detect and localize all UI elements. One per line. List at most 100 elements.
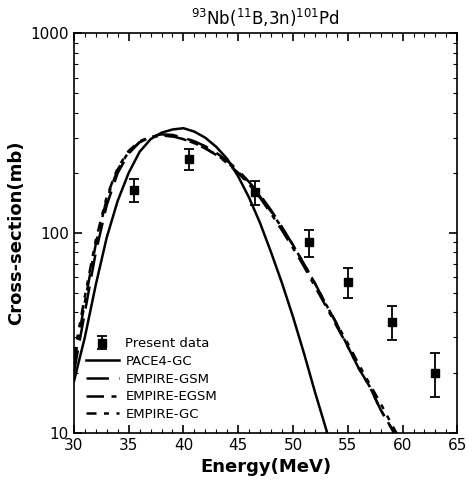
EMPIRE-EGSM <box>356 366 362 371</box>
EMPIRE-GSM <box>71 369 77 375</box>
PACE4-GC <box>301 350 307 356</box>
EMPIRE-GSM <box>93 249 99 255</box>
EMPIRE-EGSM <box>170 133 175 139</box>
EMPIRE-GC <box>213 152 219 157</box>
EMPIRE-GSM <box>268 207 274 213</box>
EMPIRE-GC <box>279 225 285 231</box>
EMPIRE-GSM <box>356 366 362 371</box>
EMPIRE-EGSM <box>137 139 143 145</box>
EMPIRE-GC <box>202 145 208 151</box>
EMPIRE-GSM <box>257 192 263 198</box>
EMPIRE-GSM <box>301 261 307 267</box>
EMPIRE-GC <box>290 242 296 248</box>
PACE4-GC <box>126 170 131 176</box>
PACE4-GC <box>93 282 99 288</box>
EMPIRE-EGSM <box>290 245 296 251</box>
EMPIRE-GSM <box>389 426 394 431</box>
PACE4-GC <box>334 463 340 469</box>
EMPIRE-EGSM <box>93 241 99 247</box>
EMPIRE-GC <box>246 181 252 186</box>
EMPIRE-GC <box>71 354 77 360</box>
EMPIRE-EGSM <box>400 446 405 452</box>
EMPIRE-GSM <box>367 384 373 389</box>
Legend: Present data, PACE4-GC, EMPIRE-GSM, EMPIRE-EGSM, EMPIRE-GC: Present data, PACE4-GC, EMPIRE-GSM, EMPI… <box>81 332 222 426</box>
EMPIRE-GSM <box>246 179 252 185</box>
PACE4-GC <box>312 389 318 395</box>
EMPIRE-GC <box>268 209 274 214</box>
EMPIRE-GSM <box>104 202 109 208</box>
EMPIRE-EGSM <box>115 167 120 172</box>
EMPIRE-GC <box>345 341 351 346</box>
EMPIRE-GC <box>334 321 340 327</box>
PACE4-GC <box>104 235 109 241</box>
EMPIRE-EGSM <box>323 303 329 309</box>
EMPIRE-GSM <box>378 407 383 413</box>
EMPIRE-EGSM <box>301 264 307 270</box>
X-axis label: Energy(MeV): Energy(MeV) <box>200 458 331 476</box>
EMPIRE-GC <box>422 480 428 483</box>
PACE4-GC <box>279 280 285 286</box>
EMPIRE-GC <box>93 237 99 243</box>
PACE4-GC <box>137 149 143 155</box>
EMPIRE-GSM <box>191 139 197 144</box>
EMPIRE-GC <box>356 361 362 367</box>
EMPIRE-GC <box>137 139 143 144</box>
EMPIRE-GSM <box>115 170 120 176</box>
EMPIRE-GSM <box>82 310 88 315</box>
EMPIRE-EGSM <box>213 152 219 158</box>
Line: EMPIRE-GSM: EMPIRE-GSM <box>74 134 457 483</box>
EMPIRE-GC <box>301 261 307 267</box>
EMPIRE-EGSM <box>257 195 263 201</box>
EMPIRE-GC <box>410 461 416 467</box>
PACE4-GC <box>202 135 208 141</box>
PACE4-GC <box>213 144 219 150</box>
EMPIRE-EGSM <box>181 136 186 142</box>
PACE4-GC <box>115 198 120 204</box>
EMPIRE-GC <box>159 132 164 138</box>
EMPIRE-GSM <box>137 139 143 145</box>
EMPIRE-EGSM <box>268 211 274 216</box>
PACE4-GC <box>224 156 230 162</box>
EMPIRE-GC <box>170 133 175 139</box>
EMPIRE-GSM <box>312 280 318 286</box>
EMPIRE-GC <box>104 194 109 199</box>
EMPIRE-GSM <box>126 151 131 156</box>
Line: EMPIRE-GC: EMPIRE-GC <box>74 135 457 483</box>
EMPIRE-GSM <box>290 242 296 248</box>
PACE4-GC <box>170 127 175 132</box>
EMPIRE-GC <box>400 441 405 447</box>
EMPIRE-GSM <box>159 131 164 137</box>
EMPIRE-EGSM <box>71 361 77 367</box>
EMPIRE-GC <box>312 280 318 286</box>
EMPIRE-EGSM <box>334 324 340 329</box>
EMPIRE-GSM <box>323 301 329 307</box>
EMPIRE-GC <box>378 400 383 406</box>
EMPIRE-EGSM <box>345 343 351 349</box>
EMPIRE-GSM <box>148 133 154 139</box>
PACE4-GC <box>323 426 329 431</box>
EMPIRE-EGSM <box>202 145 208 151</box>
PACE4-GC <box>181 125 186 131</box>
EMPIRE-GSM <box>170 132 175 138</box>
EMPIRE-EGSM <box>159 132 164 138</box>
EMPIRE-GC <box>115 165 120 171</box>
PACE4-GC <box>159 130 164 136</box>
PACE4-GC <box>246 195 252 201</box>
EMPIRE-GSM <box>334 321 340 327</box>
PACE4-GC <box>82 335 88 341</box>
EMPIRE-GSM <box>400 446 405 452</box>
EMPIRE-GC <box>367 381 373 387</box>
EMPIRE-GC <box>323 301 329 307</box>
EMPIRE-EGSM <box>224 160 230 166</box>
EMPIRE-GSM <box>213 150 219 156</box>
EMPIRE-EGSM <box>191 140 197 146</box>
PACE4-GC <box>71 379 77 384</box>
EMPIRE-GC <box>82 294 88 299</box>
EMPIRE-GSM <box>181 135 186 141</box>
EMPIRE-EGSM <box>126 149 131 155</box>
PACE4-GC <box>268 249 274 255</box>
EMPIRE-EGSM <box>246 182 252 187</box>
EMPIRE-GC <box>389 422 394 427</box>
PACE4-GC <box>290 314 296 320</box>
EMPIRE-GSM <box>224 158 230 164</box>
